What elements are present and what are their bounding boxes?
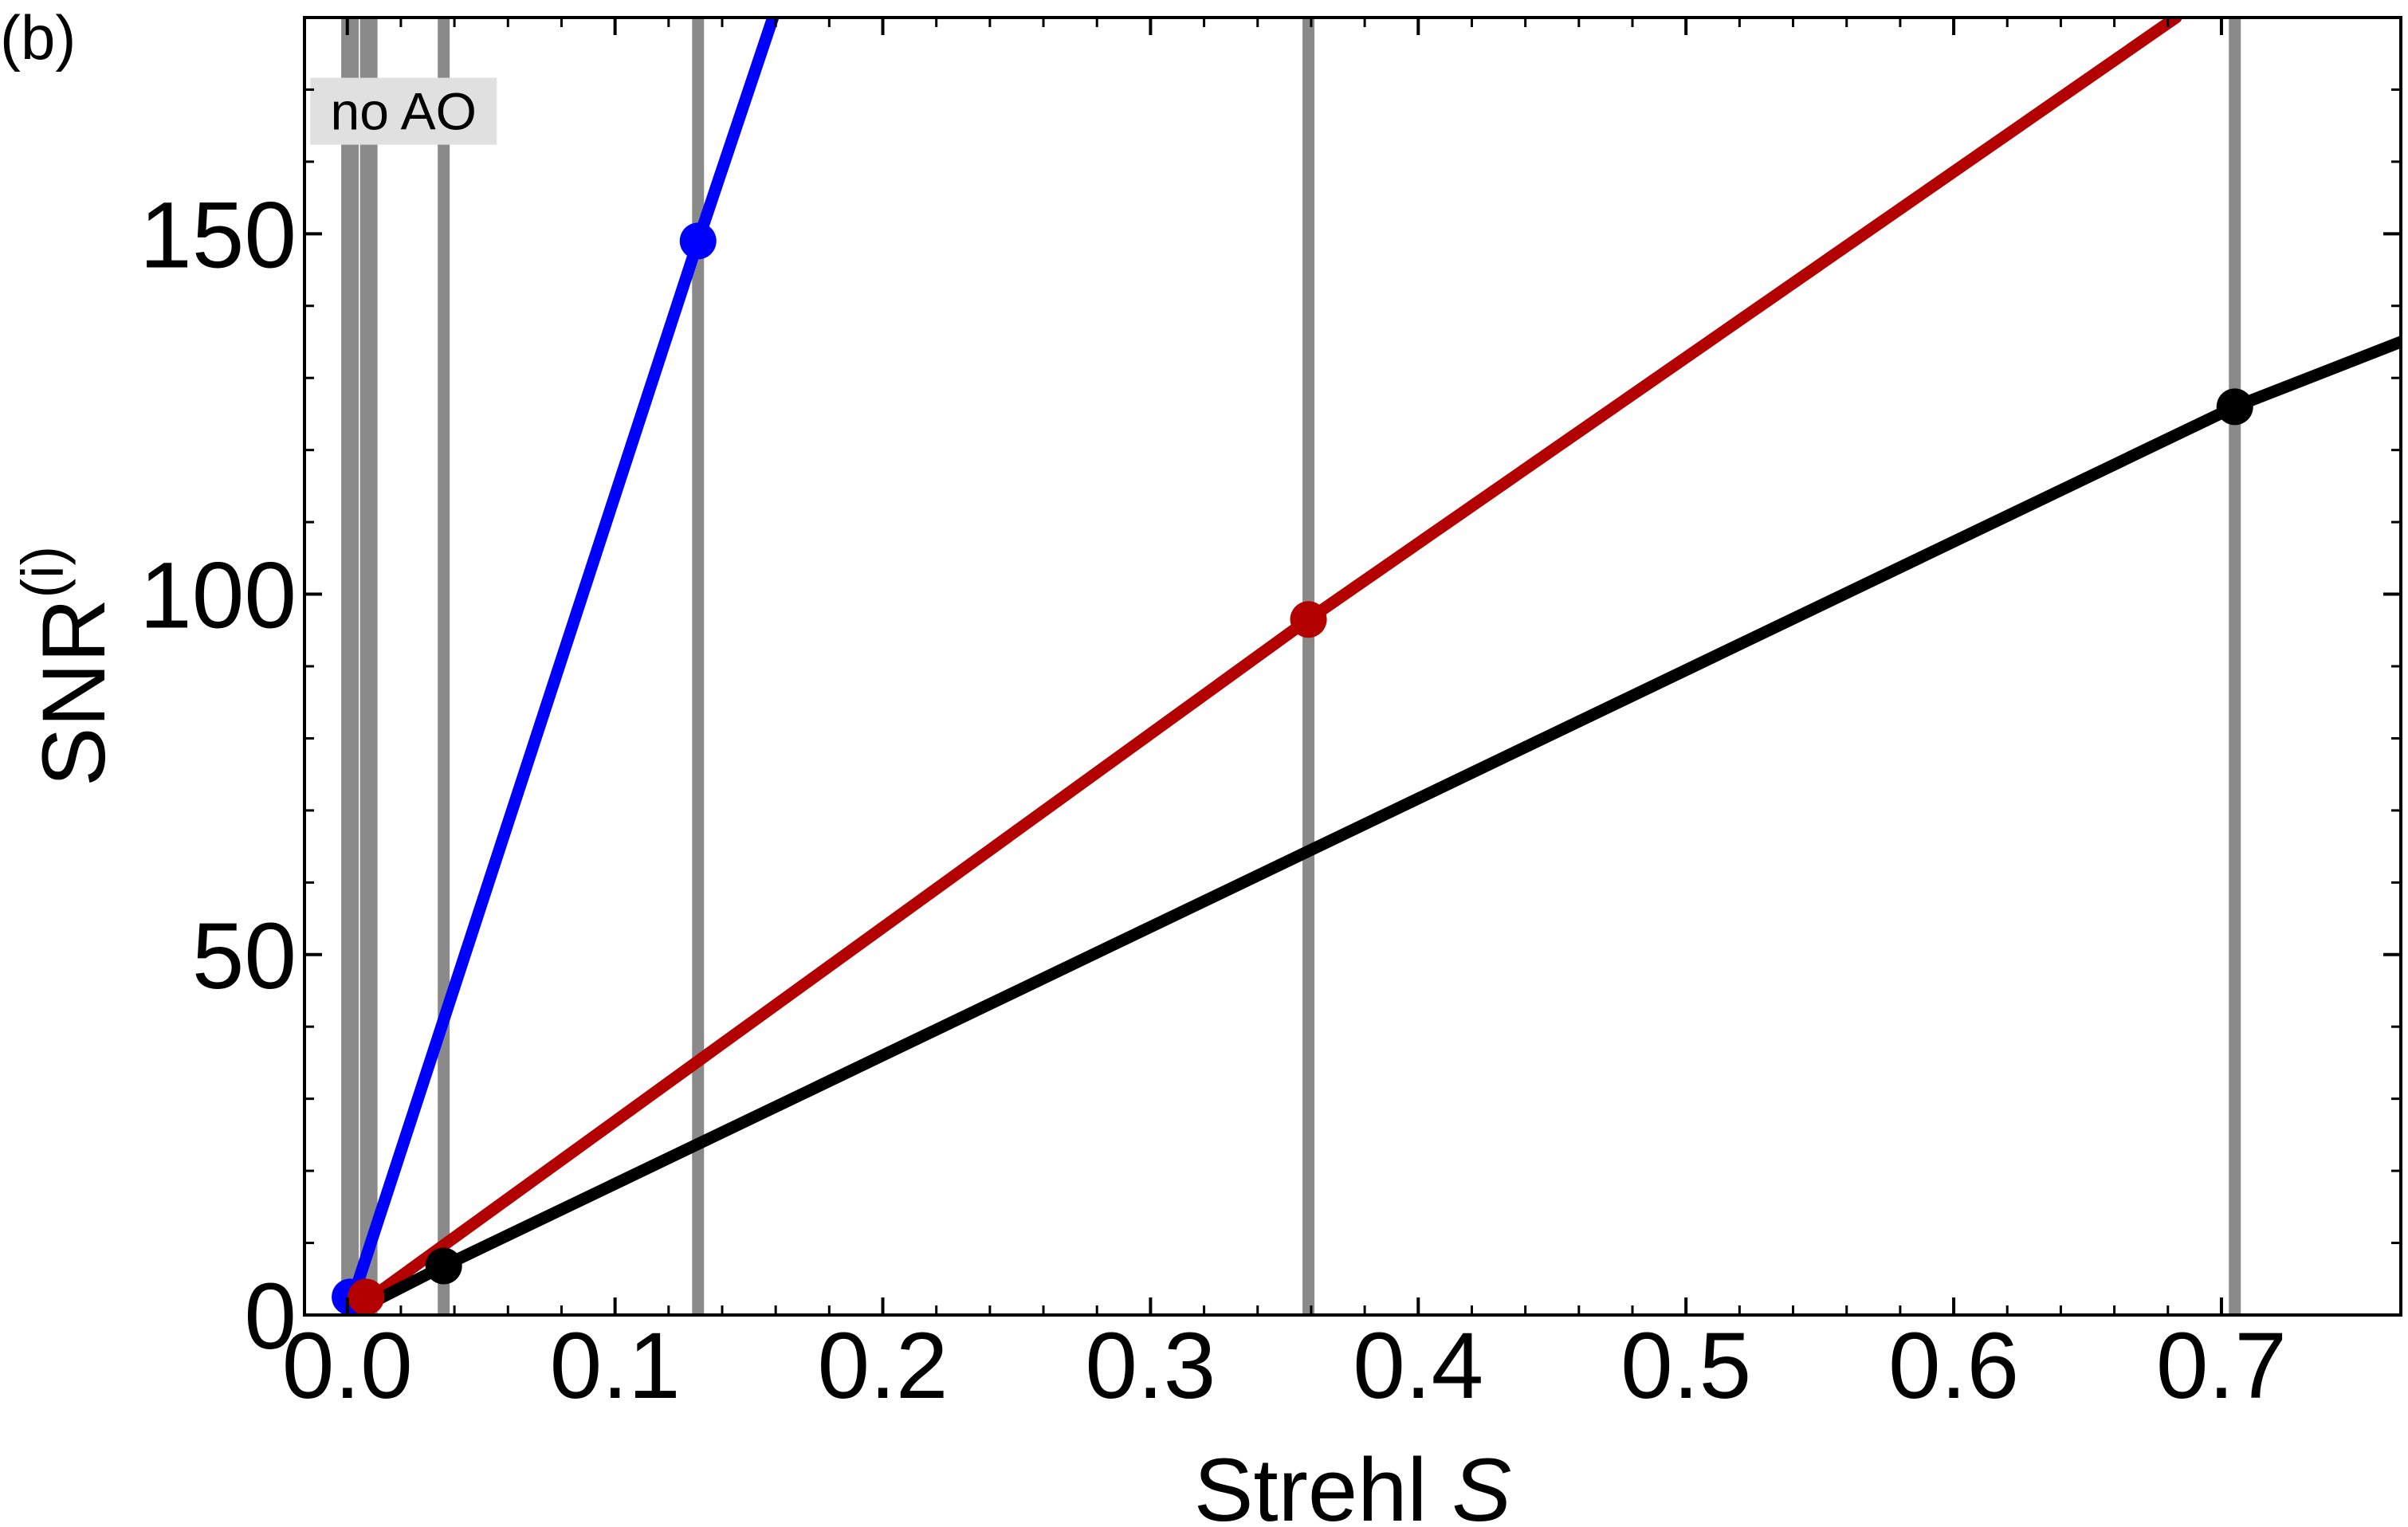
no-ao-annotation: no AO [310,77,497,145]
y-axis-title-superscript: (i) [10,546,76,599]
axis-ticks [304,18,2401,1317]
y-axis-title: SNR(i) [10,546,124,787]
x-axis-title-word: Strehl [1194,1440,1428,1527]
x-tick-label: 0.1 [550,1313,681,1419]
x-tick-label: 0.3 [1085,1313,1216,1419]
x-tick-label: 0.0 [282,1313,413,1419]
x-tick-labels: 0.0 0.1 0.2 0.3 0.4 0.5 0.6 0.7 [282,1313,2287,1419]
no-ao-label: no AO [331,82,477,141]
series-3-marker-2 [2216,388,2253,426]
x-tick-label: 0.4 [1353,1313,1483,1419]
data-markers [332,222,2253,1316]
series-3-marker-1 [425,1247,462,1285]
y-tick-label: 0 [244,1264,297,1369]
x-axis-title-variable: S [1452,1440,1512,1527]
x-tick-label: 0.5 [1620,1313,1751,1419]
y-tick-label: 150 [139,183,297,288]
y-tick-label: 100 [139,544,297,649]
x-tick-label: 0.2 [817,1313,948,1419]
x-axis-title: Strehl S [1194,1440,1511,1527]
y-tick-label: 50 [192,904,297,1009]
series-2-marker-1 [348,1278,385,1316]
no-ao-label-box [310,77,497,145]
x-tick-label: 0.6 [1888,1313,2019,1419]
y-tick-labels: 0 50 100 150 [139,183,297,1369]
x-tick-label: 0.7 [2156,1313,2287,1419]
series-1-marker-2 [679,222,717,260]
panel-label: (b) [0,2,76,73]
series-line-3 [341,336,2401,1315]
y-axis-title-main: SNR [24,599,124,787]
series-2-marker-2 [1290,601,1327,638]
